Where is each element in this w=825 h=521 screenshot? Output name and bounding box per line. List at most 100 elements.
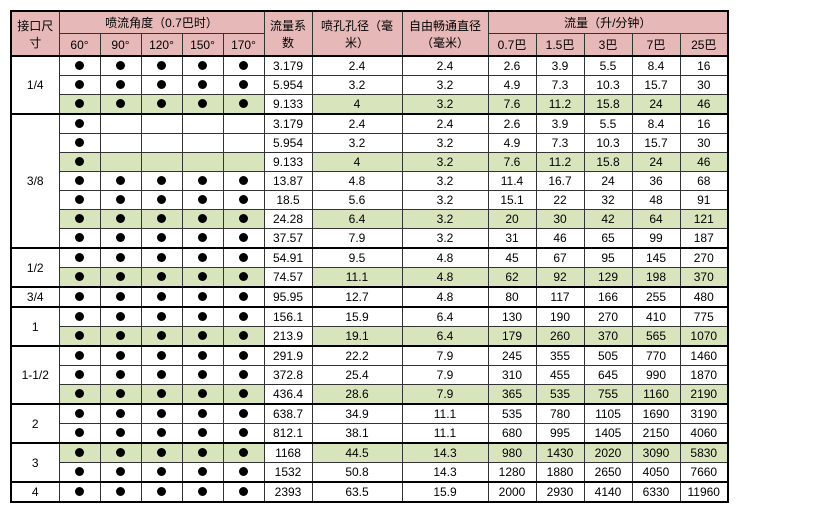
flow-cell: 11.2 [536, 95, 584, 115]
flow-cell: 4060 [680, 424, 728, 444]
flow-cell: 310 [488, 366, 536, 385]
flow-cell: 24 [584, 172, 632, 191]
flow-cell: 3.9 [536, 56, 584, 76]
angle-cell [182, 346, 223, 366]
angle-cell [182, 424, 223, 444]
flow-cell: 480 [680, 287, 728, 307]
coef-cell: 1168 [264, 443, 312, 463]
angle-cell [141, 153, 182, 172]
angle-cell [141, 191, 182, 210]
angle-cell [141, 134, 182, 153]
angle-cell [59, 443, 100, 463]
flow-cell: 5.5 [584, 114, 632, 134]
flow-cell: 1405 [584, 424, 632, 444]
dot-icon [239, 370, 248, 379]
flow-cell: 24 [632, 95, 680, 115]
angle-cell [223, 56, 264, 76]
angle-cell [100, 482, 141, 502]
angle-cell [141, 424, 182, 444]
free-cell: 3.2 [402, 210, 488, 229]
dot-icon [198, 253, 207, 262]
angle-cell [141, 287, 182, 307]
orifice-cell: 4.8 [312, 172, 402, 191]
flow-cell: 770 [632, 346, 680, 366]
dot-icon [157, 331, 166, 340]
flow-cell: 5830 [680, 443, 728, 463]
flow-cell: 80 [488, 287, 536, 307]
dot-icon [157, 312, 166, 321]
flow-cell: 270 [680, 248, 728, 268]
free-cell: 3.2 [402, 172, 488, 191]
angle-cell [59, 327, 100, 347]
dot-icon [157, 99, 166, 108]
hdr-angle-0: 60° [59, 34, 100, 57]
dot-icon [198, 272, 207, 281]
table-row: 3116844.514.39801430202030905830 [11, 443, 728, 463]
orifice-cell: 6.4 [312, 210, 402, 229]
angle-cell [59, 366, 100, 385]
dot-icon [157, 214, 166, 223]
coef-cell: 18.5 [264, 191, 312, 210]
dot-icon [75, 312, 84, 321]
dot-icon [75, 253, 84, 262]
dot-icon [116, 448, 125, 457]
angle-cell [59, 307, 100, 327]
flow-cell: 130 [488, 307, 536, 327]
orifice-cell: 11.1 [312, 268, 402, 288]
table-row: 18.55.63.215.122324891 [11, 191, 728, 210]
flow-cell: 1070 [680, 327, 728, 347]
hdr-flow-3: 7巴 [632, 34, 680, 57]
dot-icon [239, 428, 248, 437]
angle-cell [141, 346, 182, 366]
dot-icon [75, 272, 84, 281]
table-row: 3/495.9512.74.880117166255480 [11, 287, 728, 307]
free-cell: 3.2 [402, 95, 488, 115]
flow-cell: 995 [536, 424, 584, 444]
flow-cell: 410 [632, 307, 680, 327]
dot-icon [157, 487, 166, 496]
dot-icon [75, 176, 84, 185]
free-cell: 7.9 [402, 385, 488, 405]
table-row: 9.13343.27.611.215.82446 [11, 153, 728, 172]
free-cell: 4.8 [402, 248, 488, 268]
hdr-angle-1: 90° [100, 34, 141, 57]
angle-cell [100, 327, 141, 347]
table-row: 1-1/2291.922.27.92453555057701460 [11, 346, 728, 366]
dot-icon [198, 195, 207, 204]
flow-cell: 15.7 [632, 134, 680, 153]
coef-cell: 372.8 [264, 366, 312, 385]
angle-cell [223, 248, 264, 268]
table-row: 213.919.16.41792603705651070 [11, 327, 728, 347]
flow-cell: 7.3 [536, 134, 584, 153]
free-cell: 3.2 [402, 229, 488, 249]
flow-cell: 64 [632, 210, 680, 229]
orifice-cell: 25.4 [312, 366, 402, 385]
flow-cell: 6330 [632, 482, 680, 502]
coef-cell: 5.954 [264, 134, 312, 153]
flow-cell: 30 [536, 210, 584, 229]
orifice-cell: 15.9 [312, 307, 402, 327]
orifice-cell: 5.6 [312, 191, 402, 210]
dot-icon [157, 428, 166, 437]
angle-cell [182, 482, 223, 502]
angle-cell [223, 443, 264, 463]
dot-icon [75, 214, 84, 223]
dot-icon [198, 214, 207, 223]
angle-cell [100, 229, 141, 249]
angle-cell [141, 248, 182, 268]
table-row: 1156.115.96.4130190270410775 [11, 307, 728, 327]
dot-icon [116, 351, 125, 360]
table-row: 5.9543.23.24.97.310.315.730 [11, 76, 728, 95]
dot-icon [198, 409, 207, 418]
dot-icon [198, 176, 207, 185]
free-cell: 3.2 [402, 191, 488, 210]
hdr-flow-0: 0.7巴 [488, 34, 536, 57]
dot-icon [116, 292, 125, 301]
angle-cell [100, 307, 141, 327]
flow-cell: 16.7 [536, 172, 584, 191]
dot-icon [75, 409, 84, 418]
hdr-size: 接口尺寸 [11, 11, 59, 56]
dot-icon [75, 157, 84, 166]
size-cell: 2 [11, 404, 59, 443]
free-cell: 11.1 [402, 404, 488, 424]
